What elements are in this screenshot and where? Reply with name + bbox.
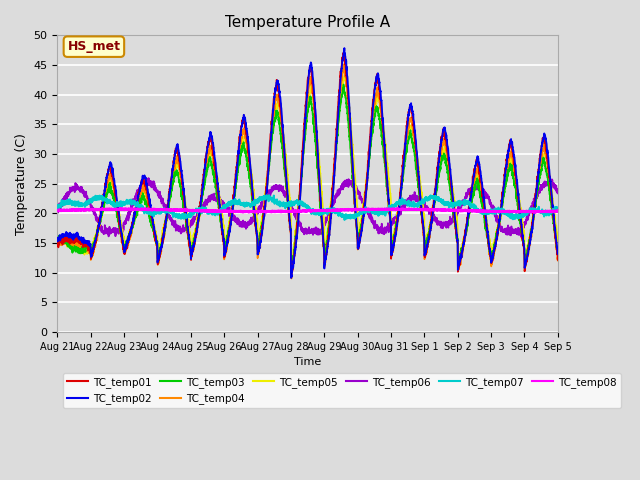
TC_temp01 [140, 181, 148, 187]
Line: TC_temp01: TC_temp01 [58, 53, 558, 276]
TC_temp04 [545, 170, 552, 176]
TC_temp03 [554, 251, 562, 257]
TC_temp04 [490, 248, 498, 253]
TC_temp03 [545, 181, 552, 187]
Line: TC_temp03: TC_temp03 [58, 84, 558, 271]
TC_temp08 [111, 206, 118, 212]
TC_temp05 [111, 186, 118, 192]
TC_temp05 [54, 240, 61, 246]
TC_temp08 [554, 208, 562, 214]
TC_temp03 [490, 243, 498, 249]
TC_temp07 [111, 201, 118, 206]
Line: TC_temp05: TC_temp05 [58, 76, 558, 266]
TC_temp01 [267, 129, 275, 134]
TC_temp05 [287, 263, 295, 269]
TC_temp05 [340, 73, 348, 79]
TC_temp08 [141, 206, 148, 212]
TC_temp08 [99, 205, 106, 211]
TC_temp02 [246, 151, 253, 157]
TC_temp06 [140, 182, 148, 188]
TC_temp07 [262, 192, 270, 198]
TC_temp06 [246, 219, 253, 225]
TC_temp04 [340, 61, 348, 67]
TC_temp04 [54, 240, 61, 245]
TC_temp02 [287, 275, 295, 281]
TC_temp01 [490, 245, 498, 251]
TC_temp05 [246, 158, 253, 164]
TC_temp05 [490, 241, 498, 247]
TC_temp04 [111, 192, 118, 198]
Line: TC_temp08: TC_temp08 [58, 208, 558, 213]
TC_temp06 [490, 209, 498, 215]
TC_temp07 [490, 207, 498, 213]
TC_temp06 [111, 230, 118, 236]
TC_temp04 [554, 258, 562, 264]
TC_temp01 [111, 183, 118, 189]
TC_temp02 [140, 173, 148, 179]
TC_temp03 [267, 146, 275, 152]
TC_temp04 [267, 140, 275, 146]
TC_temp01 [554, 257, 562, 263]
TC_temp01 [545, 166, 552, 171]
TC_temp07 [554, 206, 562, 212]
Line: TC_temp07: TC_temp07 [58, 195, 558, 220]
TC_temp03 [246, 171, 253, 177]
TC_temp02 [54, 239, 61, 244]
Line: TC_temp06: TC_temp06 [58, 178, 558, 237]
TC_temp04 [287, 276, 295, 281]
Text: HS_met: HS_met [67, 40, 120, 53]
Line: TC_temp04: TC_temp04 [58, 64, 558, 278]
TC_temp02 [490, 247, 498, 252]
TC_temp06 [545, 180, 552, 186]
TC_temp08 [545, 209, 552, 215]
TC_temp04 [246, 163, 253, 168]
TC_temp02 [545, 155, 552, 160]
TC_temp06 [517, 234, 525, 240]
TC_temp08 [246, 209, 253, 215]
TC_temp03 [287, 268, 295, 274]
TC_temp08 [490, 209, 498, 215]
TC_temp07 [545, 209, 552, 215]
TC_temp01 [54, 237, 61, 243]
TC_temp06 [554, 189, 562, 194]
TC_temp04 [140, 180, 148, 186]
TC_temp08 [54, 207, 61, 213]
TC_temp02 [267, 134, 275, 140]
TC_temp06 [54, 207, 61, 213]
TC_temp07 [340, 217, 348, 223]
TC_temp03 [111, 200, 118, 206]
TC_temp03 [140, 197, 148, 203]
Y-axis label: Temperature (C): Temperature (C) [15, 133, 28, 235]
TC_temp01 [340, 50, 348, 56]
Title: Temperature Profile A: Temperature Profile A [225, 15, 390, 30]
Line: TC_temp02: TC_temp02 [58, 48, 558, 278]
Legend: TC_temp01, TC_temp02, TC_temp03, TC_temp04, TC_temp05, TC_temp06, TC_temp07, TC_: TC_temp01, TC_temp02, TC_temp03, TC_temp… [63, 373, 621, 408]
TC_temp06 [268, 188, 275, 193]
TC_temp05 [267, 142, 275, 148]
TC_temp07 [246, 202, 253, 207]
TC_temp07 [140, 208, 148, 214]
TC_temp01 [246, 155, 253, 161]
TC_temp01 [287, 273, 295, 279]
X-axis label: Time: Time [294, 358, 321, 367]
TC_temp06 [143, 175, 150, 181]
TC_temp05 [140, 190, 148, 195]
TC_temp07 [54, 202, 61, 208]
TC_temp05 [545, 163, 552, 168]
TC_temp08 [268, 208, 275, 214]
TC_temp08 [532, 210, 540, 216]
TC_temp02 [111, 180, 118, 185]
TC_temp03 [340, 82, 348, 87]
TC_temp02 [340, 45, 348, 51]
TC_temp02 [554, 251, 562, 257]
TC_temp07 [268, 197, 275, 203]
TC_temp03 [54, 236, 61, 242]
TC_temp05 [554, 240, 562, 245]
